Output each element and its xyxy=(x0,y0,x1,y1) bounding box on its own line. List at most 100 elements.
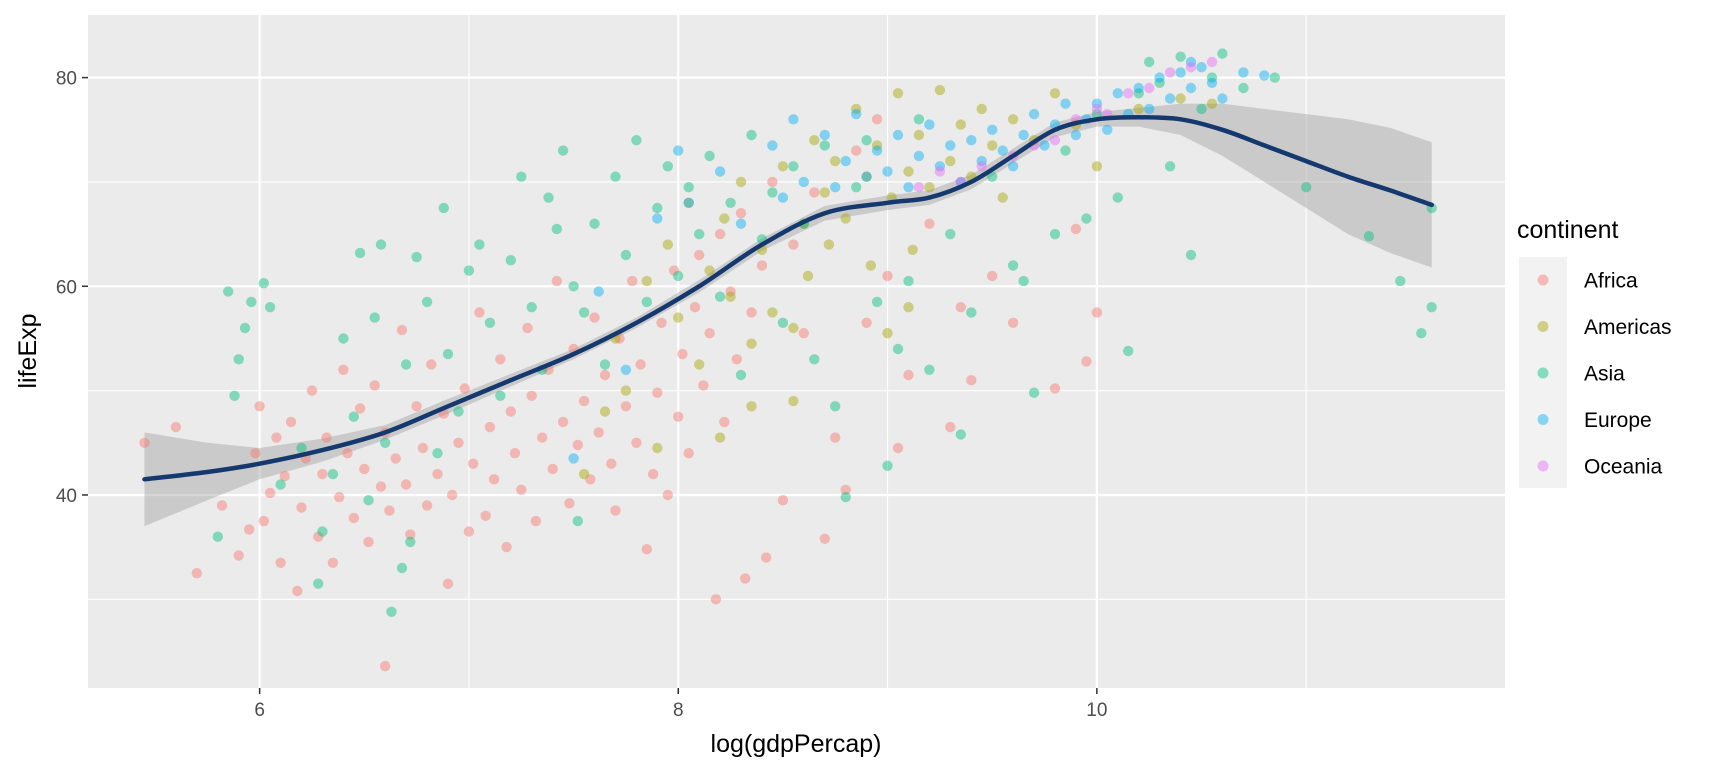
data-point xyxy=(903,275,914,287)
data-point xyxy=(1112,192,1124,203)
data-point xyxy=(610,505,621,516)
data-point xyxy=(292,585,303,597)
data-point xyxy=(1133,88,1144,99)
data-point xyxy=(851,182,862,193)
data-point xyxy=(631,135,642,146)
data-point xyxy=(599,359,611,370)
data-point xyxy=(530,515,542,527)
series-europe xyxy=(568,56,1270,464)
legend-title: continent xyxy=(1517,216,1619,244)
data-point xyxy=(244,524,255,535)
data-point xyxy=(317,526,328,537)
data-point xyxy=(1133,103,1144,115)
data-point xyxy=(892,129,904,141)
data-point xyxy=(851,145,862,156)
data-point xyxy=(627,275,638,287)
legend: continent Africa Americas Asia Europe Oceani… xyxy=(1517,216,1672,488)
data-point xyxy=(453,437,464,448)
data-point xyxy=(495,390,506,401)
data-point xyxy=(955,429,966,440)
data-point xyxy=(557,416,569,428)
data-point xyxy=(865,260,876,271)
data-point xyxy=(537,432,548,443)
data-point xyxy=(694,249,705,261)
data-point xyxy=(1102,124,1113,135)
data-point xyxy=(254,401,265,412)
data-point xyxy=(966,375,977,386)
data-point xyxy=(509,448,521,459)
data-point xyxy=(798,176,809,188)
data-point xyxy=(421,500,433,511)
data-point xyxy=(767,307,778,318)
data-point xyxy=(704,265,715,276)
data-point xyxy=(405,536,416,548)
data-point xyxy=(526,302,537,313)
data-point xyxy=(426,359,437,370)
data-point xyxy=(1164,93,1176,104)
data-point xyxy=(447,489,458,501)
data-point xyxy=(719,213,730,224)
data-point xyxy=(1007,114,1019,125)
data-point xyxy=(819,187,830,198)
data-point xyxy=(1091,98,1103,109)
data-point xyxy=(396,324,408,336)
data-point xyxy=(369,380,380,391)
data-point xyxy=(735,218,747,229)
data-point xyxy=(233,354,244,365)
data-point xyxy=(1164,67,1176,78)
data-point xyxy=(892,88,904,99)
data-point xyxy=(668,265,680,276)
data-point xyxy=(1175,51,1186,62)
data-point xyxy=(767,176,778,188)
data-point xyxy=(1028,108,1040,120)
data-point xyxy=(1018,129,1029,141)
data-point xyxy=(823,239,835,250)
data-point xyxy=(1049,228,1061,240)
data-point xyxy=(275,479,286,490)
data-point xyxy=(484,317,496,328)
y-axis-title: lifeExp xyxy=(14,313,42,388)
data-point xyxy=(652,442,663,454)
data-point xyxy=(997,145,1008,156)
data-point xyxy=(819,533,830,544)
legend-key-background xyxy=(1519,257,1567,488)
data-point xyxy=(421,296,433,308)
plot-panel xyxy=(88,15,1505,688)
legend-label: Africa xyxy=(1584,270,1638,293)
data-point xyxy=(809,187,820,198)
data-point xyxy=(380,437,391,448)
data-point xyxy=(375,481,387,492)
data-point xyxy=(673,411,684,422)
data-point xyxy=(788,239,799,250)
data-point xyxy=(761,552,772,563)
data-point xyxy=(191,568,202,579)
data-point xyxy=(861,171,872,182)
data-point xyxy=(495,354,506,365)
data-point xyxy=(802,270,814,282)
data-point xyxy=(1217,48,1228,59)
data-point xyxy=(317,468,328,480)
data-point xyxy=(861,171,872,182)
data-point xyxy=(589,312,600,323)
data-point xyxy=(1363,231,1375,242)
data-point xyxy=(694,359,705,370)
data-point xyxy=(593,286,604,297)
data-point xyxy=(735,208,747,219)
data-point xyxy=(945,421,956,433)
data-point xyxy=(557,145,569,156)
data-point xyxy=(264,302,276,313)
smooth-trend-line xyxy=(142,115,1434,482)
data-point xyxy=(987,270,998,282)
data-point xyxy=(966,307,977,318)
data-point xyxy=(342,448,353,459)
data-point xyxy=(1049,135,1061,146)
data-point xyxy=(641,544,652,555)
data-point xyxy=(1144,56,1155,68)
legend-item-oceania: Oceania xyxy=(1537,456,1663,479)
data-point xyxy=(348,512,359,524)
data-point xyxy=(474,307,485,318)
data-point xyxy=(652,387,663,398)
data-point xyxy=(1049,383,1061,394)
data-point xyxy=(384,505,395,516)
data-point xyxy=(1301,182,1312,193)
